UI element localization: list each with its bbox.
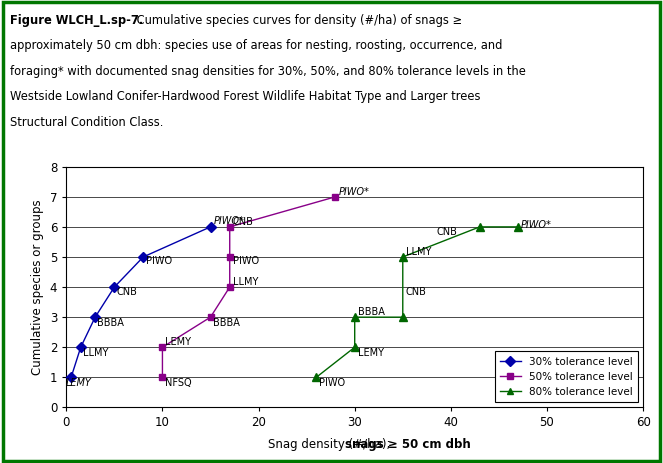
Text: BBBA: BBBA: [97, 318, 124, 328]
Text: foraging* with documented snag densities for 30%, 50%, and 80% tolerance levels : foraging* with documented snag densities…: [10, 65, 526, 78]
50% tolerance level: [225, 254, 233, 260]
Text: PIWO*: PIWO*: [338, 187, 369, 197]
30% tolerance level: [77, 344, 85, 350]
30% tolerance level: [110, 284, 119, 290]
Line: 30% tolerance level: 30% tolerance level: [68, 224, 214, 381]
Text: LEMY: LEMY: [165, 337, 192, 347]
30% tolerance level: [207, 224, 215, 230]
Legend: 30% tolerance level, 50% tolerance level, 80% tolerance level: 30% tolerance level, 50% tolerance level…: [495, 351, 638, 402]
Text: BBBA: BBBA: [213, 318, 240, 328]
Text: PIWO: PIWO: [319, 378, 345, 388]
Text: Cumulative species curves for density (#/ha) of snags ≥: Cumulative species curves for density (#…: [133, 14, 461, 27]
50% tolerance level: [207, 314, 215, 320]
Text: LLMY: LLMY: [233, 277, 258, 287]
30% tolerance level: [139, 254, 147, 260]
80% tolerance level: [399, 314, 407, 320]
Text: Snag density (#/ha);: Snag density (#/ha);: [269, 438, 394, 450]
Text: Figure WLCH_L.sp-7.: Figure WLCH_L.sp-7.: [10, 14, 143, 27]
Text: PIWO*: PIWO*: [521, 220, 552, 231]
80% tolerance level: [312, 375, 320, 380]
Line: 50% tolerance level: 50% tolerance level: [159, 194, 339, 381]
Text: LLMY: LLMY: [83, 348, 108, 358]
Y-axis label: Cumulative species or groups: Cumulative species or groups: [31, 199, 44, 375]
Text: LEMY: LEMY: [357, 348, 384, 358]
50% tolerance level: [332, 194, 339, 200]
Text: Structural Condition Class.: Structural Condition Class.: [10, 116, 163, 129]
50% tolerance level: [225, 284, 233, 290]
30% tolerance level: [67, 375, 75, 380]
Text: snags ≥ 50 cm dbh: snags ≥ 50 cm dbh: [345, 438, 471, 450]
Line: 80% tolerance level: 80% tolerance level: [312, 223, 522, 382]
80% tolerance level: [351, 344, 359, 350]
Text: CNB: CNB: [116, 287, 137, 297]
Text: LEMY: LEMY: [66, 378, 91, 388]
Text: CNB: CNB: [233, 217, 253, 227]
Text: PIWO: PIWO: [146, 257, 172, 267]
Text: BBBA: BBBA: [357, 307, 385, 317]
80% tolerance level: [399, 254, 407, 260]
Text: Westside Lowland Conifer-Hardwood Forest Wildlife Habitat Type and Larger trees: Westside Lowland Conifer-Hardwood Forest…: [10, 90, 481, 103]
Text: CNB: CNB: [436, 227, 457, 238]
50% tolerance level: [158, 375, 166, 380]
Text: LLMY: LLMY: [406, 247, 431, 257]
30% tolerance level: [91, 314, 99, 320]
Text: PIWO: PIWO: [233, 257, 259, 267]
Text: PIWO*: PIWO*: [213, 217, 244, 226]
80% tolerance level: [351, 314, 359, 320]
Text: approximately 50 cm dbh: species use of areas for nesting, roosting, occurrence,: approximately 50 cm dbh: species use of …: [10, 39, 503, 52]
Text: NFSQ: NFSQ: [165, 378, 192, 388]
80% tolerance level: [514, 224, 522, 230]
80% tolerance level: [476, 224, 484, 230]
50% tolerance level: [225, 224, 233, 230]
Text: CNB: CNB: [406, 287, 426, 297]
50% tolerance level: [158, 344, 166, 350]
